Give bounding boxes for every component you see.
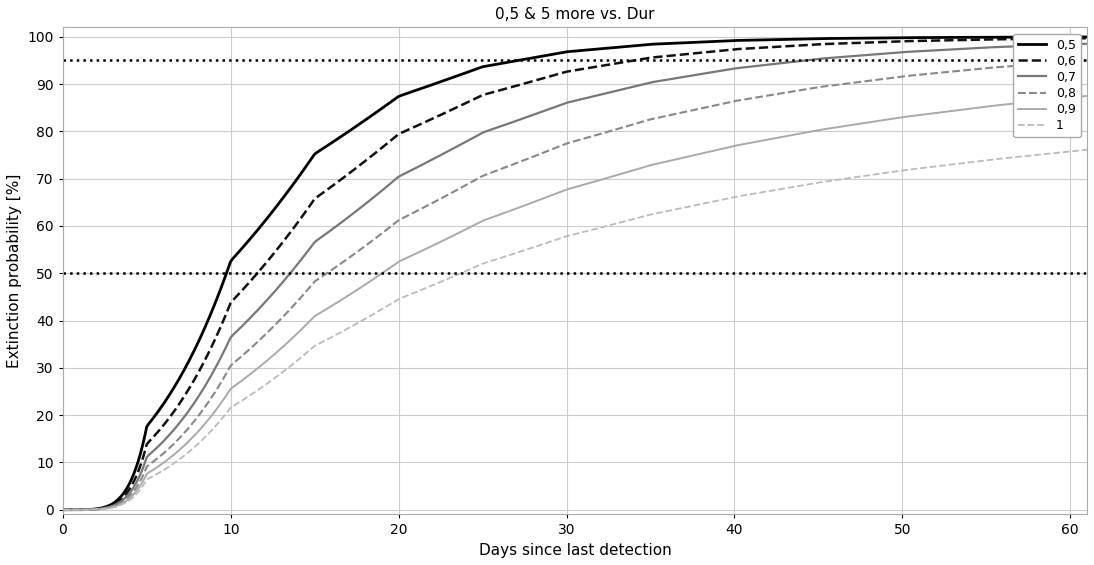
- 1: [741, 192, 754, 198]
- Line: 0,6: 0,6: [62, 38, 1087, 510]
- 0,5: [741, 37, 754, 44]
- 0,5: [660, 40, 673, 47]
- 0,5: [319, 143, 333, 150]
- 0,9: [237, 375, 251, 382]
- Title: 0,5 & 5 more vs. Dur: 0,5 & 5 more vs. Dur: [496, 7, 654, 22]
- 1: [1081, 146, 1094, 153]
- Line: 0,8: 0,8: [62, 60, 1087, 510]
- Legend: 0,5, 0,6, 0,7, 0,8, 0,9, 1: 0,5, 0,6, 0,7, 0,8, 0,9, 1: [1013, 33, 1081, 137]
- 0,8: [56, 506, 69, 513]
- 0,7: [660, 76, 673, 83]
- 0,9: [319, 306, 333, 312]
- 0,5: [1081, 33, 1094, 40]
- 0,8: [520, 156, 533, 163]
- 1: [827, 177, 840, 184]
- 0,9: [827, 124, 840, 131]
- 0,7: [827, 54, 840, 61]
- 0,8: [1081, 57, 1094, 64]
- 0,8: [741, 95, 754, 102]
- 0,9: [520, 202, 533, 208]
- 0,7: [56, 506, 69, 513]
- 0,7: [1081, 41, 1094, 47]
- 0,9: [1081, 93, 1094, 99]
- 0,5: [237, 242, 251, 249]
- 1: [520, 246, 533, 253]
- 0,6: [741, 45, 754, 52]
- 1: [319, 337, 333, 344]
- 0,7: [741, 64, 754, 71]
- 0,8: [660, 112, 673, 119]
- 0,6: [237, 285, 251, 292]
- Line: 0,7: 0,7: [62, 44, 1087, 510]
- Y-axis label: Extinction probability [%]: Extinction probability [%]: [7, 173, 22, 368]
- 0,9: [741, 140, 754, 147]
- Line: 0,9: 0,9: [62, 96, 1087, 510]
- 1: [660, 208, 673, 215]
- 0,7: [237, 321, 251, 328]
- 0,6: [56, 506, 69, 513]
- 0,8: [827, 82, 840, 89]
- X-axis label: Days since last detection: Days since last detection: [478, 543, 672, 558]
- 0,8: [319, 270, 333, 277]
- 0,6: [520, 80, 533, 86]
- 0,7: [319, 231, 333, 237]
- 1: [237, 396, 251, 403]
- 1: [56, 506, 69, 513]
- Line: 1: 1: [62, 150, 1087, 510]
- 0,9: [56, 506, 69, 513]
- Line: 0,5: 0,5: [62, 37, 1087, 510]
- 0,6: [827, 40, 840, 47]
- 0,6: [1081, 35, 1094, 42]
- 0,6: [660, 53, 673, 59]
- 0,7: [520, 114, 533, 121]
- 0,9: [660, 158, 673, 165]
- 0,5: [827, 35, 840, 42]
- 0,5: [56, 506, 69, 513]
- 0,5: [520, 55, 533, 62]
- 0,8: [237, 351, 251, 358]
- 0,6: [319, 187, 333, 194]
